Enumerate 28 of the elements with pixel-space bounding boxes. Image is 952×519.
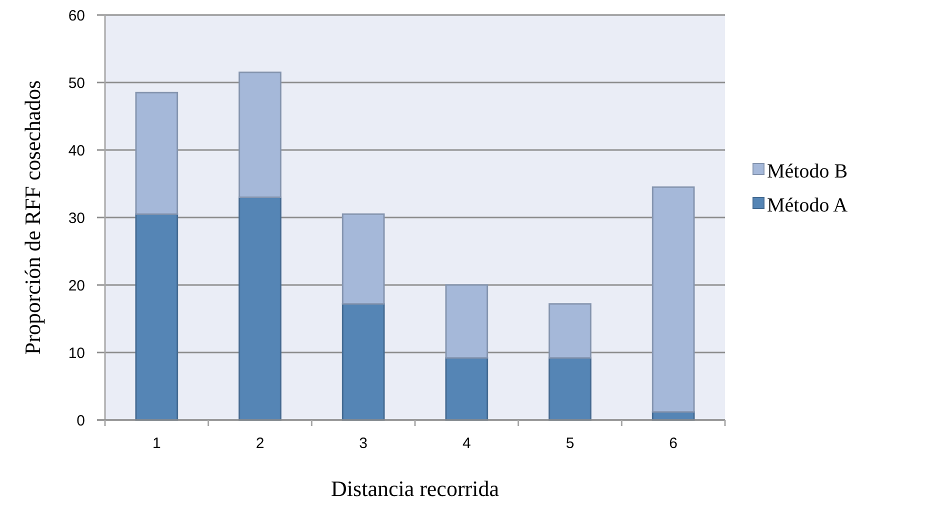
bar — [652, 186, 695, 413]
y-tick-label: 40 — [68, 142, 85, 160]
x-tick-label: 4 — [462, 435, 471, 452]
x-tick-label: 3 — [359, 435, 368, 452]
bar — [342, 213, 385, 305]
bar — [238, 72, 282, 198]
bar — [445, 284, 488, 359]
bar — [548, 357, 592, 421]
y-tick-label: 10 — [68, 344, 85, 362]
y-tick-label: 60 — [68, 7, 85, 24]
x-tick-label: 1 — [152, 435, 161, 452]
y-tick-label: 50 — [68, 74, 85, 92]
bar — [238, 196, 282, 421]
x-tick-label: 2 — [256, 435, 264, 452]
y-tick-label: 30 — [68, 210, 85, 227]
bar — [548, 303, 592, 359]
legend-label: Método A — [767, 194, 848, 216]
y-tick-label: 0 — [76, 412, 85, 430]
x-tick-label: 6 — [669, 435, 678, 452]
bar — [135, 92, 178, 215]
bar — [445, 357, 488, 421]
y-axis-title: Proporción de RFF cosechados — [20, 80, 45, 355]
bar — [342, 303, 385, 421]
bar — [135, 213, 178, 421]
x-tick-label: 5 — [566, 435, 574, 452]
x-axis-title: Distancia recorrida — [331, 476, 500, 501]
y-tick-label: 20 — [68, 277, 85, 294]
legend-label: Método B — [767, 160, 848, 182]
